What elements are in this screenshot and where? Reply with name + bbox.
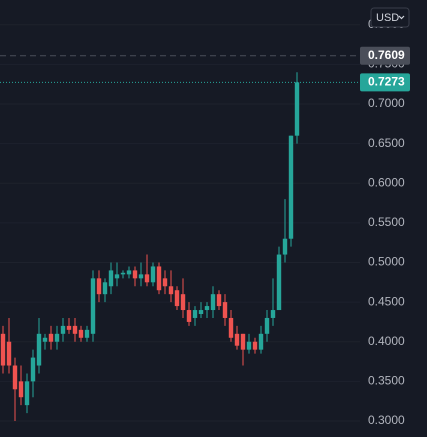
candle-body bbox=[66, 325, 72, 330]
candle-body bbox=[216, 294, 222, 307]
candle-body bbox=[42, 337, 48, 342]
candle-body bbox=[288, 135, 294, 239]
candle-body bbox=[252, 341, 258, 350]
candle-body bbox=[54, 333, 60, 342]
candle-body bbox=[192, 310, 198, 318]
candle-body bbox=[228, 317, 234, 338]
y-tick-label: 0.4500 bbox=[368, 294, 405, 308]
price-label: 0.7273 bbox=[368, 75, 405, 89]
candle-body bbox=[156, 266, 162, 291]
candle-body bbox=[240, 333, 246, 350]
price-label-bg bbox=[360, 46, 410, 65]
y-tick-label: 0.6500 bbox=[368, 136, 405, 150]
candle-body bbox=[234, 333, 240, 346]
candle-body bbox=[24, 381, 30, 406]
candle-body bbox=[60, 325, 66, 334]
candle-body bbox=[204, 306, 210, 311]
candle-body bbox=[258, 333, 264, 350]
candle-body bbox=[144, 274, 150, 283]
candle-body bbox=[132, 270, 138, 279]
candle-body bbox=[96, 278, 102, 295]
currency-label[interactable]: USD bbox=[376, 12, 399, 24]
candle-body bbox=[294, 82, 300, 136]
candle-body bbox=[0, 333, 6, 366]
candle-body bbox=[78, 329, 84, 338]
candle-body bbox=[48, 333, 54, 342]
candle-body bbox=[180, 294, 186, 311]
candle-body bbox=[246, 341, 252, 350]
candle-body bbox=[6, 341, 12, 366]
candle-body bbox=[138, 274, 144, 279]
y-tick-label: 0.5000 bbox=[368, 255, 405, 269]
candle-body bbox=[264, 317, 270, 334]
candle-body bbox=[90, 278, 96, 334]
candle-body bbox=[12, 365, 18, 390]
candle-body bbox=[114, 274, 120, 279]
candle-body bbox=[210, 294, 216, 311]
y-tick-label: 0.6000 bbox=[368, 175, 405, 189]
candle-body bbox=[222, 302, 228, 318]
candle-body bbox=[30, 357, 36, 382]
y-tick-label: 0.5500 bbox=[368, 215, 405, 229]
candle-body bbox=[108, 270, 114, 287]
candle-body bbox=[168, 286, 174, 295]
candle-body bbox=[270, 310, 276, 318]
candle-body bbox=[102, 282, 108, 295]
candle-body bbox=[126, 270, 132, 275]
candle-body bbox=[174, 290, 180, 307]
candle-body bbox=[120, 272, 126, 275]
candle-body bbox=[186, 310, 192, 322]
candle-body bbox=[18, 381, 24, 398]
y-tick-label: 0.3500 bbox=[368, 374, 405, 388]
candle-body bbox=[162, 278, 168, 287]
currency-button-frame[interactable] bbox=[370, 7, 410, 28]
candle-body bbox=[276, 254, 282, 311]
chevron[interactable] bbox=[398, 15, 405, 20]
candle-body bbox=[36, 333, 42, 366]
price-label: 0.7609 bbox=[368, 48, 405, 62]
candle-body bbox=[198, 310, 204, 314]
candle-body bbox=[84, 329, 90, 338]
price-label-bg bbox=[360, 73, 410, 92]
candle-body bbox=[150, 266, 156, 283]
candle-body bbox=[282, 238, 288, 255]
y-tick-label: 0.3000 bbox=[368, 413, 405, 427]
y-tick-label: 0.4000 bbox=[368, 334, 405, 348]
candle-body bbox=[72, 325, 78, 334]
currency-button[interactable]: USD bbox=[370, 7, 410, 28]
y-tick-label: 0.7000 bbox=[368, 96, 405, 110]
